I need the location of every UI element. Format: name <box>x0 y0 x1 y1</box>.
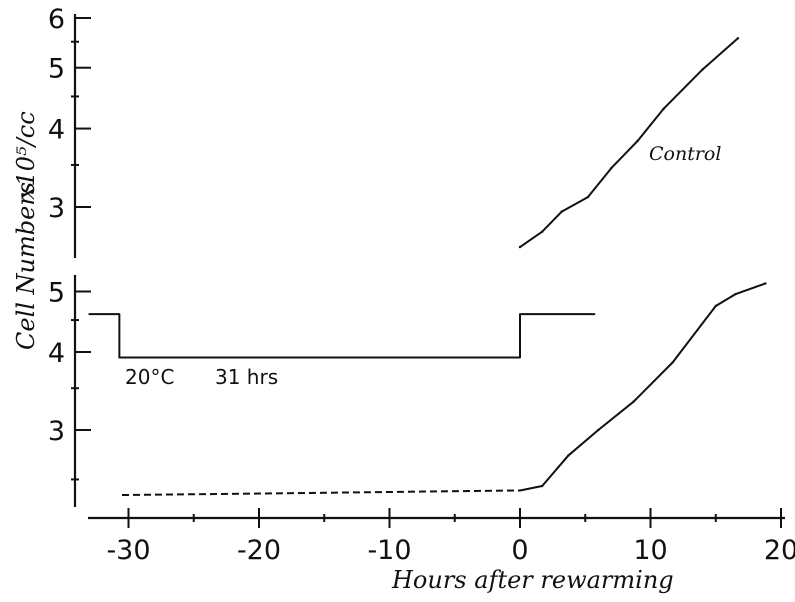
x-tick-label: 0 <box>511 535 528 566</box>
treated-data-point <box>632 400 635 403</box>
y-tick-label-lower: 3 <box>48 416 65 447</box>
treated-data-point <box>671 361 674 364</box>
y-tick-label-lower: 4 <box>48 338 65 369</box>
control-data-point <box>662 107 665 111</box>
treated-data-point <box>734 293 737 296</box>
x-tick-label: 20 <box>764 535 795 566</box>
control-data-point <box>586 195 590 199</box>
y-tick-label-upper: 6 <box>48 4 65 35</box>
y-axis-unit-label: x10⁵/cc <box>12 111 40 200</box>
duration-annotation: 31 hrs <box>215 365 278 389</box>
treated-data-point <box>567 454 570 457</box>
x-tick-label: 10 <box>633 535 667 566</box>
x-tick-label: -10 <box>367 535 411 566</box>
chart-marks <box>88 37 767 497</box>
x-axis-label: Hours after rewarming <box>391 566 674 594</box>
control-data-point <box>736 37 740 40</box>
y-tick-label-upper: 5 <box>48 54 65 85</box>
temperature-annotation: 20°C <box>125 365 174 389</box>
x-tick-label: -30 <box>106 535 150 566</box>
control-data-point <box>560 210 563 213</box>
y-tick-label-upper: 3 <box>48 193 65 224</box>
y-axis-label: Cell Numbers <box>12 182 40 350</box>
control-data-point <box>540 230 544 233</box>
control-data-point <box>701 68 704 71</box>
treated-data-point <box>764 282 767 285</box>
control-series-label: Control <box>649 143 721 165</box>
temperature-profile-line <box>88 313 596 359</box>
control-data-point <box>636 139 639 143</box>
chart-labels: Hours after rewarming Cell Numbers x10⁵/… <box>12 111 721 594</box>
treated-data-point <box>540 484 544 488</box>
y-tick-label-lower: 5 <box>48 277 65 308</box>
y-tick-label-upper: 4 <box>48 115 65 146</box>
treated-data-point <box>714 304 717 308</box>
axes: -30 -20 -10 0 10 20 3 4 5 6 3 4 5 <box>48 4 795 566</box>
treated-series-dashed-line <box>121 489 520 497</box>
x-tick-label: -20 <box>237 535 281 566</box>
control-data-point <box>518 245 522 249</box>
treated-data-point <box>597 428 600 432</box>
control-data-point <box>610 166 613 170</box>
